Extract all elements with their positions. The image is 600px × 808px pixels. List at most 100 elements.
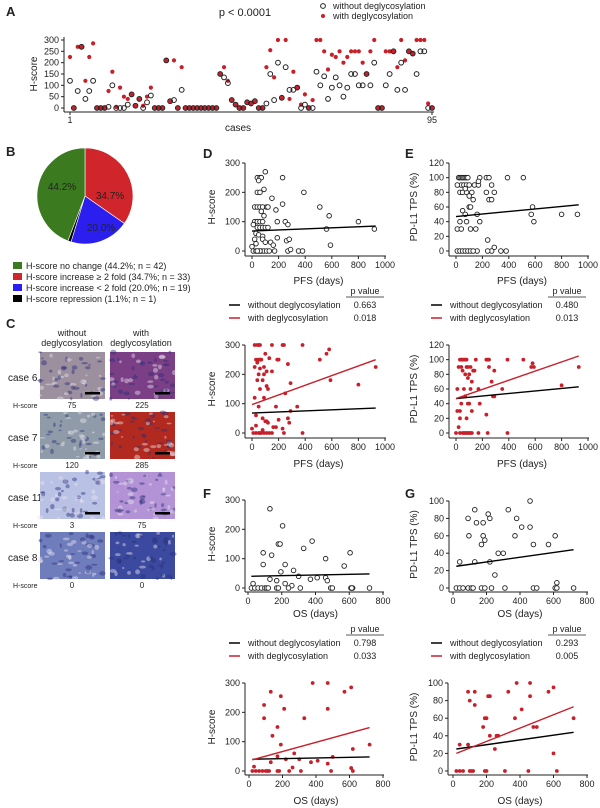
legend-marker-open xyxy=(320,3,326,9)
data-point xyxy=(264,384,269,388)
data-point xyxy=(502,585,508,591)
x-tick-label: 1000 xyxy=(578,442,598,452)
x-tick-label: 200 xyxy=(479,779,494,789)
point-with-deglycosylation xyxy=(279,95,284,100)
y-axis-label: PD-L1 TPS (%) xyxy=(409,510,420,579)
legend-label: H-score no change (44.2%; n = 42) xyxy=(26,261,166,271)
data-point xyxy=(356,382,361,387)
point-with-deglycosylation xyxy=(75,44,80,49)
p-value-header: p value xyxy=(552,624,581,634)
data-point xyxy=(262,703,266,707)
data-point xyxy=(552,533,558,539)
data-point xyxy=(504,174,511,181)
data-point xyxy=(349,585,355,591)
x-tick-label: 400 xyxy=(308,779,323,789)
y-tick-label: 300 xyxy=(44,35,59,45)
x-tick-label: 400 xyxy=(308,596,323,606)
data-point xyxy=(484,248,491,254)
point-without-deglycosylation xyxy=(275,59,281,66)
data-point xyxy=(456,365,461,369)
data-point xyxy=(554,585,560,591)
y-axis-label: H-score xyxy=(29,56,40,91)
data-point xyxy=(487,733,492,738)
data-point xyxy=(520,174,527,181)
point-without-deglycosylation xyxy=(402,86,408,93)
regression-line xyxy=(456,549,574,567)
y-tick-label: 0 xyxy=(438,766,443,776)
point-without-deglycosylation xyxy=(171,97,177,103)
x-axis-label: cases xyxy=(225,123,251,134)
y-tick-label: 60 xyxy=(434,531,444,541)
point-with-deglycosylation xyxy=(414,37,419,43)
data-point xyxy=(252,395,257,400)
point-with-deglycosylation xyxy=(329,52,334,57)
y-axis-label: PD-L1 TPS (%) xyxy=(409,173,420,242)
point-without-deglycosylation xyxy=(221,74,227,81)
data-point xyxy=(299,248,306,254)
point-with-deglycosylation xyxy=(106,88,111,94)
panel-f-scatter: 0 100 200 300 0 200 400 600 800 OS (days) H-score p… xyxy=(207,495,391,661)
point-with-deglycosylation xyxy=(318,37,323,43)
x-tick-label: 800 xyxy=(351,260,366,270)
data-point xyxy=(459,207,466,214)
panel-letter: G xyxy=(405,486,415,501)
regression-line xyxy=(251,407,376,414)
point-without-deglycosylation xyxy=(163,57,170,64)
data-point xyxy=(260,416,265,421)
x-tick-label: 0 xyxy=(453,442,458,452)
pie-slice xyxy=(84,147,134,224)
legend-swatch xyxy=(13,284,22,291)
data-point xyxy=(271,248,278,254)
data-point xyxy=(295,404,300,409)
panel-letter: A xyxy=(6,4,16,19)
data-point xyxy=(325,681,330,685)
h-score-value: 75 xyxy=(68,401,77,410)
data-point xyxy=(457,742,462,747)
y-axis-label: H-score xyxy=(207,709,218,744)
y-tick-label: 150 xyxy=(44,69,59,79)
data-point xyxy=(254,423,258,428)
data-point xyxy=(262,372,266,377)
data-point xyxy=(265,585,272,591)
y-tick-label: 80 xyxy=(434,187,444,197)
point-without-deglycosylation xyxy=(97,105,104,111)
data-point xyxy=(287,769,292,773)
data-point xyxy=(287,420,292,425)
data-point xyxy=(467,204,474,210)
point-without-deglycosylation xyxy=(363,71,370,77)
data-point xyxy=(328,378,333,383)
data-point xyxy=(252,764,256,769)
data-point xyxy=(263,351,268,356)
regression-line xyxy=(455,355,579,400)
y-tick-label: 60 xyxy=(434,202,444,212)
data-point xyxy=(531,218,537,225)
data-point xyxy=(489,379,494,384)
data-point xyxy=(458,226,465,232)
data-point xyxy=(257,189,263,196)
x-tick-label: 400 xyxy=(501,260,516,270)
data-point xyxy=(292,751,297,756)
regression-line xyxy=(251,573,370,577)
regression-line xyxy=(252,756,370,760)
point-without-deglycosylation xyxy=(309,105,316,111)
point-with-deglycosylation xyxy=(241,105,246,111)
point-without-deglycosylation xyxy=(282,64,289,71)
point-without-deglycosylation xyxy=(340,93,347,100)
point-with-deglycosylation xyxy=(137,96,142,102)
data-point xyxy=(274,235,281,241)
data-point xyxy=(282,706,287,711)
y-tick-label: 100 xyxy=(429,496,444,506)
x-axis-label: OS (days) xyxy=(497,796,542,807)
h-score-value: 75 xyxy=(138,521,147,530)
data-point xyxy=(470,585,476,591)
point-without-deglycosylation xyxy=(305,105,312,111)
x-tick-label: 400 xyxy=(512,596,527,606)
data-point xyxy=(487,365,491,369)
data-point xyxy=(278,694,283,699)
y-tick-label: 250 xyxy=(44,46,59,56)
data-point xyxy=(492,747,497,751)
data-point xyxy=(477,218,483,225)
data-point xyxy=(309,538,315,544)
data-point xyxy=(254,413,258,418)
